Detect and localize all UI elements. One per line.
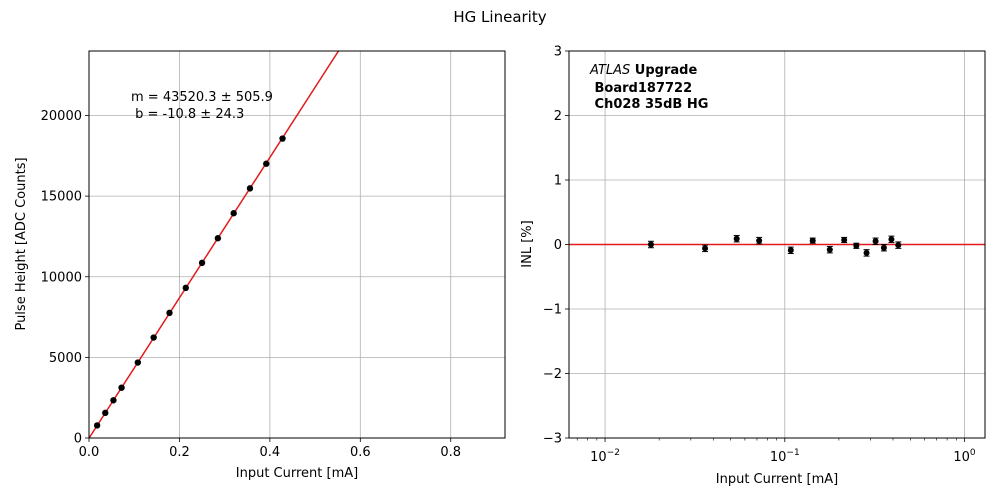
right-y-tick-label: 3 [554, 45, 562, 60]
tick-exponent: −2 [607, 448, 620, 458]
inl-marker [841, 236, 848, 243]
right-y-tick-label: −1 [543, 303, 562, 318]
right-data-point [880, 244, 887, 252]
right-x-tick-label: 100 [953, 448, 976, 465]
right-data-point [826, 245, 833, 254]
left-x-tick-label: 0.4 [260, 445, 281, 460]
fit-slope-annotation: m = 43520.3 ± 505.9 [131, 90, 273, 105]
left-y-tick-label: 10000 [41, 270, 82, 285]
left-data-point [198, 259, 206, 267]
left-fit-line-group [88, 50, 340, 439]
upgrade-label: Upgrade [630, 63, 697, 78]
right-y-tick-label: −3 [543, 432, 562, 447]
right-data-point [841, 236, 848, 244]
left-data-point [150, 334, 157, 341]
inl-marker [880, 244, 887, 251]
left-data-point [93, 422, 101, 429]
left-x-tick-label: 0.6 [350, 445, 371, 460]
board-label: Board187722 [590, 81, 692, 96]
fit-line [88, 50, 340, 439]
left-data-point [118, 384, 125, 391]
tick-base: 10 [953, 450, 970, 465]
left-ticks: 0.0 0.2 0.4 0.6 0.8 0 5000 10000 15000 20000 [41, 109, 461, 460]
inl-marker [888, 236, 895, 243]
atlas-label: ATLAS [589, 63, 630, 78]
right-data-point [872, 237, 879, 245]
right-data-point [863, 249, 870, 257]
tick-base: 10 [770, 450, 787, 465]
right-y-tick-label: −2 [543, 367, 562, 382]
right-data-point [733, 234, 740, 243]
inl-marker [702, 245, 709, 252]
figure-title: HG Linearity [453, 8, 546, 26]
left-data-point [230, 210, 237, 217]
inl-marker [809, 237, 816, 244]
channel-label: Ch028 35dB HG [590, 97, 708, 112]
right-data-point [647, 240, 654, 249]
left-data-point [246, 185, 254, 192]
tick-exponent: −1 [786, 448, 799, 458]
left-data-point [110, 397, 117, 404]
right-x-tick-label: 10−2 [590, 448, 620, 465]
left-data-point [214, 235, 222, 242]
fit-intercept-annotation: b = -10.8 ± 24.3 [131, 107, 244, 122]
right-y-tick-label: 2 [554, 109, 562, 124]
inl-marker [787, 247, 794, 254]
left-y-tick-label: 5000 [49, 351, 82, 366]
inl-marker [647, 241, 654, 248]
left-x-tick-label: 0.8 [440, 445, 461, 460]
right-data-point [809, 237, 816, 244]
inl-marker [863, 249, 870, 256]
linearity-plot: 0.0 0.2 0.4 0.6 0.8 0 5000 10000 15000 20000 Inpu… [14, 50, 506, 481]
left-y-tick-label: 15000 [41, 190, 82, 205]
tick-exponent: 0 [970, 448, 976, 458]
inl-marker [853, 242, 860, 249]
right-x-axis-label: Input Current [mA] [716, 472, 838, 487]
label-line-1: ATLAS Upgrade [589, 63, 697, 78]
right-data-point [853, 242, 860, 249]
right-data-point [702, 244, 709, 253]
inl-marker [895, 242, 902, 249]
inl-marker [733, 235, 740, 242]
left-data-point [279, 135, 286, 142]
tick-base: 10 [590, 450, 607, 465]
right-data-point [787, 246, 794, 255]
right-y-tick-label: 1 [554, 174, 562, 189]
left-data-point [263, 160, 270, 167]
right-x-tick-label: 10−1 [770, 448, 800, 465]
left-data-point [102, 409, 109, 417]
left-axes-frame [88, 50, 506, 439]
inl-marker [872, 238, 879, 245]
left-data-points [93, 135, 286, 429]
right-data-points [647, 234, 902, 257]
left-data-point [134, 359, 142, 366]
left-data-point [182, 284, 189, 292]
right-data-point [756, 236, 763, 245]
right-data-point [895, 241, 902, 249]
right-y-axis-label: INL [%] [520, 220, 535, 267]
left-y-tick-label: 0 [74, 432, 82, 447]
left-x-tick-label: 0.0 [79, 445, 100, 460]
left-y-axis-label: Pulse Height [ADC Counts] [14, 157, 29, 330]
left-data-point [166, 309, 173, 317]
inl-marker [756, 237, 763, 244]
left-x-axis-label: Input Current [mA] [236, 466, 358, 481]
right-data-point [888, 235, 895, 244]
inl-marker [826, 246, 833, 253]
right-y-tick-label: 0 [554, 238, 562, 253]
left-y-tick-label: 20000 [41, 109, 82, 124]
left-x-tick-label: 0.2 [169, 445, 190, 460]
